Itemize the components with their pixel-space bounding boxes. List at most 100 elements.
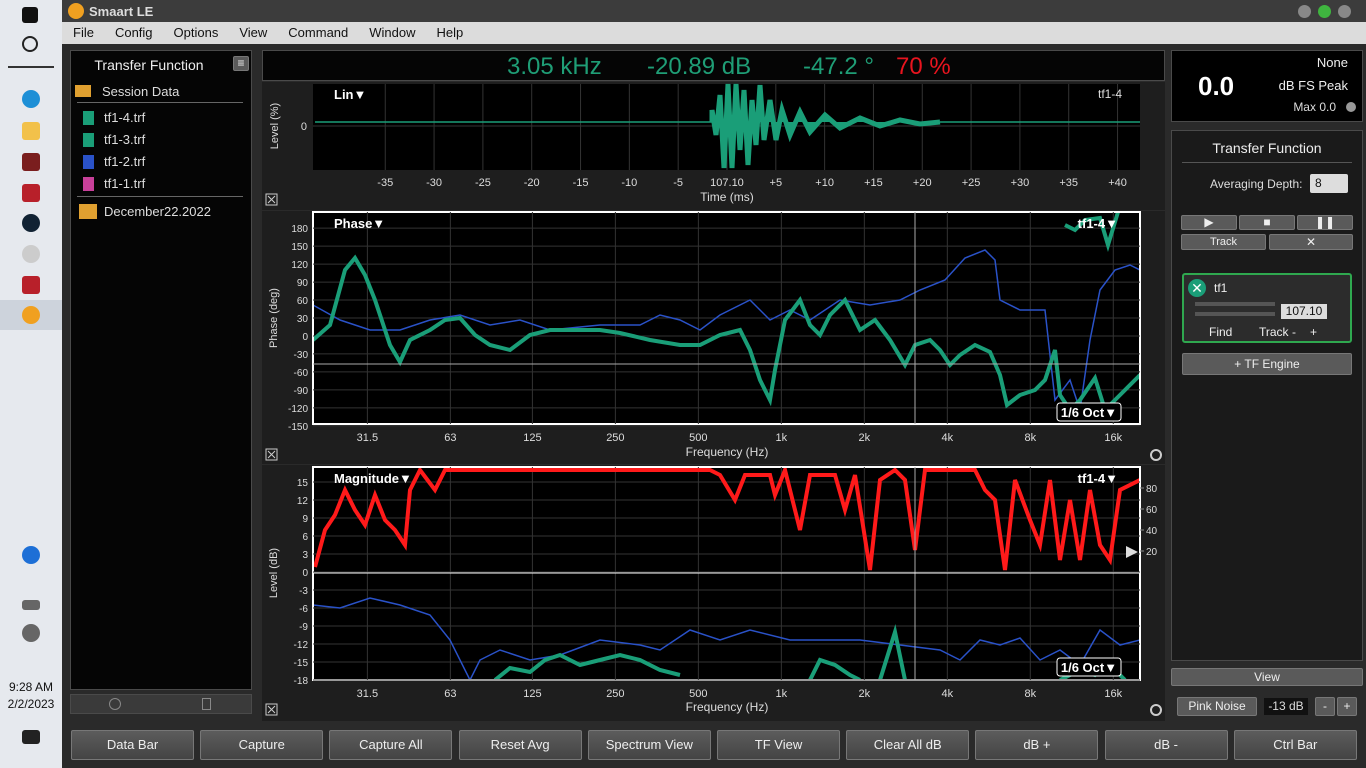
- minimize-button[interactable]: [1298, 5, 1311, 18]
- edge-icon[interactable]: [22, 90, 40, 108]
- engine-name: tf1: [1214, 281, 1228, 295]
- clock-time[interactable]: 9:28 AM: [8, 680, 54, 694]
- menu-bar: File Config Options View Command Window Help: [62, 22, 1366, 44]
- bottom-button[interactable]: dB +: [975, 730, 1099, 760]
- generator-up[interactable]: +: [1337, 697, 1357, 716]
- help-icon[interactable]: [22, 546, 40, 564]
- bottom-button[interactable]: Reset Avg: [458, 730, 582, 760]
- averaging-select[interactable]: 8: [1310, 174, 1348, 193]
- phase-title[interactable]: Phase▼: [334, 216, 385, 231]
- file-item[interactable]: tf1-1.trf: [104, 176, 146, 191]
- x-tick-label: 250: [606, 432, 624, 444]
- tray-icon[interactable]: [22, 600, 40, 610]
- bottom-button[interactable]: dB -: [1104, 730, 1228, 760]
- notification-icon[interactable]: [22, 730, 40, 744]
- clip-indicator: [1346, 102, 1356, 112]
- menu-item[interactable]: Help: [436, 25, 464, 40]
- settings-button[interactable]: [1150, 449, 1162, 461]
- x-tick-label: 16k: [1104, 688, 1122, 700]
- maximize-button[interactable]: [1318, 5, 1331, 18]
- tf-engine[interactable]: ✕ tf1 107.10 Find Track - +: [1182, 273, 1352, 343]
- settings-button[interactable]: [1150, 704, 1162, 716]
- magnitude-smoothing[interactable]: 1/6 Oct▼: [1061, 660, 1117, 675]
- engine-button[interactable]: +: [1310, 325, 1318, 339]
- view-button[interactable]: View: [1171, 668, 1363, 686]
- engine-icon[interactable]: ✕: [1188, 279, 1206, 297]
- generator-level[interactable]: -13 dB: [1264, 698, 1308, 715]
- averaging-label: Averaging Depth:: [1210, 177, 1303, 191]
- time-y-label: Level (%): [269, 103, 281, 149]
- menu-item[interactable]: Window: [369, 25, 416, 40]
- session-label[interactable]: Session Data: [102, 84, 180, 99]
- bottom-button[interactable]: Data Bar: [71, 730, 194, 760]
- folder-label[interactable]: December22.2022: [104, 204, 211, 219]
- close-button[interactable]: [1338, 5, 1351, 18]
- phase-trace: [314, 213, 1139, 414]
- tray-icon[interactable]: [22, 624, 40, 642]
- magnitude-trace-label[interactable]: tf1-4▼: [1078, 471, 1118, 486]
- x-tick-label: +20: [913, 177, 932, 189]
- bottom-button[interactable]: Clear All dB: [846, 730, 970, 760]
- bottom-button[interactable]: Spectrum View: [587, 730, 711, 760]
- engine-button[interactable]: -: [1292, 325, 1296, 339]
- sidebar-title: Transfer Function: [94, 57, 204, 73]
- search-icon[interactable]: [22, 36, 38, 52]
- app-icon[interactable]: [22, 214, 40, 232]
- impulse-trace: [709, 83, 941, 169]
- close-plot-button[interactable]: [265, 703, 278, 716]
- engine-button[interactable]: Track: [1259, 325, 1289, 339]
- clock-date[interactable]: 2/2/2023: [7, 697, 55, 711]
- file-item[interactable]: tf1-2.trf: [104, 154, 146, 169]
- explorer-icon[interactable]: [22, 122, 40, 140]
- menu-item[interactable]: File: [73, 25, 94, 40]
- bottom-button[interactable]: TF View: [717, 730, 840, 760]
- phase-trace-label[interactable]: tf1-4▼: [1078, 216, 1118, 231]
- bottom-button[interactable]: Ctrl Bar: [1233, 730, 1357, 760]
- bottom-button[interactable]: Capture: [200, 730, 324, 760]
- info-button[interactable]: [109, 698, 121, 710]
- track-button[interactable]: Track: [1181, 234, 1266, 250]
- generator-signal[interactable]: Pink Noise: [1177, 697, 1257, 716]
- sidebar-menu-button[interactable]: ≡: [233, 56, 249, 71]
- menu-item[interactable]: Options: [173, 25, 219, 40]
- close-glyph: [267, 195, 276, 204]
- engine-delay[interactable]: 107.10: [1281, 304, 1327, 319]
- menu-item[interactable]: Command: [288, 25, 349, 40]
- y-tick-label: -3: [299, 586, 308, 597]
- start-icon[interactable]: [22, 7, 38, 23]
- engine-button[interactable]: Find: [1209, 325, 1233, 339]
- y-tick-label: -60: [294, 368, 309, 379]
- generator-down[interactable]: -: [1315, 697, 1335, 716]
- app-icon[interactable]: [22, 276, 40, 294]
- add-engine-button[interactable]: + TF Engine: [1182, 353, 1352, 375]
- smoothing-box[interactable]: [1056, 402, 1122, 422]
- app-icon[interactable]: [22, 245, 40, 263]
- rew-icon[interactable]: [22, 153, 40, 171]
- meter-source[interactable]: None: [1316, 55, 1348, 70]
- bottom-button[interactable]: Capture All: [329, 730, 453, 760]
- y-tick-label: 30: [297, 314, 309, 325]
- tools-button[interactable]: ✕: [1269, 234, 1353, 250]
- tf-title: Transfer Function: [1212, 140, 1322, 156]
- x-tick-label: -30: [426, 177, 442, 189]
- active-app[interactable]: [0, 300, 62, 330]
- time-mode[interactable]: Lin▼: [334, 87, 366, 102]
- magnitude-title[interactable]: Magnitude▼: [334, 471, 412, 486]
- delete-button[interactable]: [202, 698, 211, 710]
- file-item[interactable]: tf1-4.trf: [104, 110, 146, 125]
- threshold-marker[interactable]: [1126, 546, 1138, 558]
- play-button[interactable]: ▶: [1181, 215, 1237, 230]
- smoothing-box[interactable]: [1056, 657, 1122, 677]
- close-plot-button[interactable]: [265, 193, 278, 206]
- close-plot-button[interactable]: [265, 448, 278, 461]
- file-item[interactable]: tf1-3.trf: [104, 132, 146, 147]
- menu-item[interactable]: Config: [114, 25, 153, 40]
- meter-mode[interactable]: dB FS Peak: [1278, 78, 1348, 93]
- stop-button[interactable]: ■: [1239, 215, 1295, 230]
- app-icon[interactable]: [22, 184, 40, 202]
- menu-item[interactable]: View: [239, 25, 268, 40]
- phase-smoothing[interactable]: 1/6 Oct▼: [1061, 405, 1117, 420]
- pause-button[interactable]: ❚❚: [1297, 215, 1353, 230]
- x-tick-label: 63: [444, 688, 456, 700]
